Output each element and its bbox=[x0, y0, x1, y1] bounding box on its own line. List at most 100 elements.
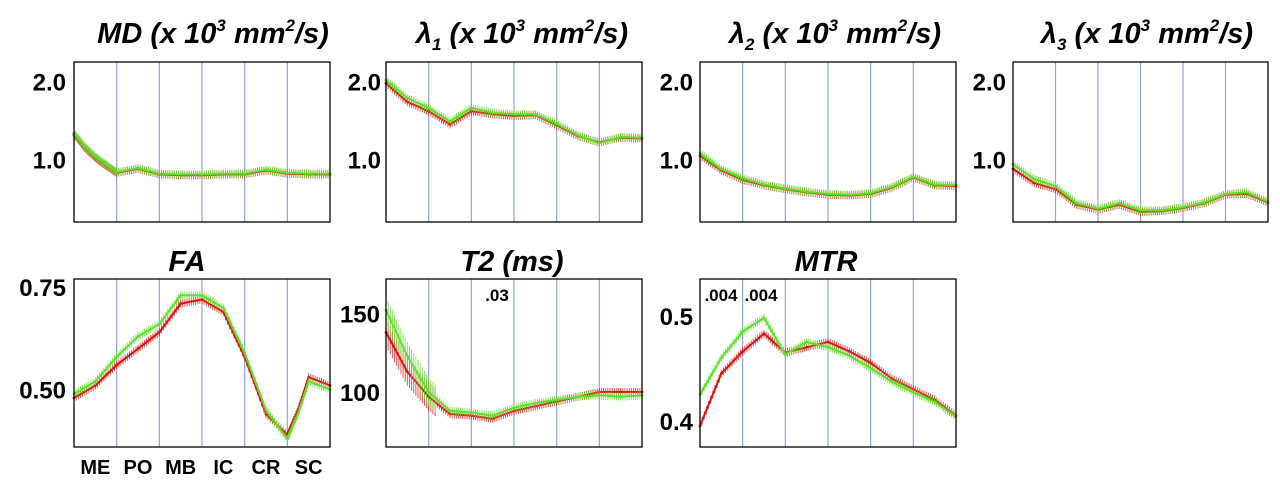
data-point bbox=[405, 354, 409, 358]
data-point bbox=[869, 361, 873, 365]
y-tick-label: 1.0 bbox=[660, 148, 693, 175]
data-point bbox=[448, 119, 452, 123]
panel-1: 1.0 2.0 MD (x 103 mm2/s) bbox=[33, 16, 332, 223]
data-point bbox=[741, 176, 745, 180]
x-tick-label: PO bbox=[124, 457, 153, 479]
panel-title: MTR bbox=[795, 246, 858, 278]
data-point bbox=[243, 172, 247, 176]
data-point bbox=[719, 167, 723, 171]
p-value-annotation: .004 bbox=[744, 286, 778, 305]
data-point bbox=[805, 190, 809, 193]
plot-frame bbox=[699, 278, 957, 448]
data-point bbox=[115, 170, 119, 174]
data-point bbox=[533, 112, 537, 116]
data-point bbox=[597, 393, 601, 397]
series-green-errorbars bbox=[73, 129, 329, 179]
data-point bbox=[296, 412, 300, 416]
data-point bbox=[597, 141, 601, 145]
data-point bbox=[104, 162, 108, 166]
data-point bbox=[619, 390, 623, 394]
data-point bbox=[200, 172, 204, 176]
data-point bbox=[307, 375, 311, 379]
data-point bbox=[285, 437, 289, 441]
data-point bbox=[264, 408, 268, 412]
data-point bbox=[221, 172, 225, 176]
x-tick-label: MB bbox=[165, 457, 196, 479]
data-point bbox=[427, 390, 431, 394]
panel-title: λ1 (x 103 mm2/s) bbox=[414, 16, 628, 54]
data-point bbox=[136, 166, 140, 170]
panel-2: 1.0 2.0 λ1 (x 103 mm2/s) bbox=[348, 16, 644, 223]
data-point bbox=[805, 345, 809, 349]
series-red-errorbars bbox=[699, 329, 955, 430]
data-point bbox=[847, 350, 851, 353]
data-point bbox=[783, 187, 787, 190]
x-tick-label: CR bbox=[252, 457, 281, 479]
data-point bbox=[619, 135, 623, 139]
data-point bbox=[1224, 192, 1227, 196]
series-green-line bbox=[73, 294, 331, 440]
data-point bbox=[805, 340, 809, 344]
y-tick-label: 150 bbox=[340, 302, 380, 329]
data-point bbox=[179, 172, 183, 176]
y-tick-label: 0.50 bbox=[19, 378, 66, 405]
data-point bbox=[448, 409, 452, 413]
data-point bbox=[157, 330, 161, 334]
panel-title: λ2 (x 103 mm2/s) bbox=[727, 16, 941, 54]
data-point bbox=[826, 340, 830, 344]
data-point bbox=[890, 380, 894, 384]
data-point bbox=[1160, 208, 1164, 212]
data-point bbox=[719, 372, 723, 375]
data-point bbox=[427, 106, 431, 110]
data-point bbox=[157, 172, 161, 176]
data-point bbox=[847, 193, 851, 197]
data-point bbox=[512, 112, 516, 116]
x-tick-label: SC bbox=[295, 457, 323, 479]
data-point bbox=[405, 370, 409, 374]
p-value-annotation: .004 bbox=[704, 286, 738, 305]
data-point bbox=[1181, 205, 1185, 209]
data-point bbox=[1054, 184, 1057, 188]
data-point bbox=[826, 345, 830, 349]
data-point bbox=[555, 398, 559, 402]
data-point bbox=[911, 175, 915, 179]
panel-6: 100 150 .03 T2 (ms) bbox=[340, 246, 644, 448]
data-point bbox=[469, 411, 473, 414]
data-point bbox=[933, 400, 937, 404]
y-tick-label: 2.0 bbox=[660, 70, 693, 97]
panel-4: 1.0 2.0 λ3 (x 103 mm2/s) bbox=[973, 16, 1270, 223]
data-point bbox=[890, 185, 894, 189]
data-point bbox=[136, 347, 140, 351]
data-point bbox=[115, 355, 119, 359]
data-point bbox=[869, 191, 873, 195]
series-red-line bbox=[73, 298, 331, 436]
panel-3: 1.0 2.0 λ2 (x 103 mm2/s) bbox=[660, 16, 958, 223]
data-point bbox=[576, 133, 580, 137]
data-point bbox=[555, 122, 559, 126]
data-point bbox=[93, 155, 97, 158]
data-point bbox=[285, 171, 289, 175]
data-point bbox=[243, 351, 247, 355]
panel-5: 0.50 0.75 ME PO MB IC CR SC FA bbox=[19, 246, 332, 479]
data-point bbox=[1117, 201, 1121, 205]
data-point bbox=[741, 330, 745, 333]
plot-frame bbox=[73, 61, 331, 223]
data-point bbox=[83, 144, 87, 148]
data-point bbox=[533, 401, 537, 405]
data-point bbox=[469, 106, 473, 110]
data-point bbox=[264, 168, 268, 172]
data-point bbox=[783, 353, 787, 356]
y-tick-label: 0.75 bbox=[19, 275, 66, 302]
series-green-errorbars bbox=[699, 313, 955, 420]
y-tick-label: 2.0 bbox=[348, 70, 381, 97]
y-tick-label: 1.0 bbox=[348, 148, 381, 175]
data-point bbox=[93, 380, 97, 383]
plot-frame bbox=[385, 278, 643, 448]
plot-frame bbox=[73, 278, 331, 448]
series-green-errorbars bbox=[699, 149, 955, 199]
data-point bbox=[1245, 190, 1249, 194]
data-point bbox=[179, 302, 183, 305]
y-tick-label: 0.5 bbox=[660, 304, 693, 331]
data-point bbox=[221, 306, 225, 310]
data-point bbox=[512, 406, 516, 410]
